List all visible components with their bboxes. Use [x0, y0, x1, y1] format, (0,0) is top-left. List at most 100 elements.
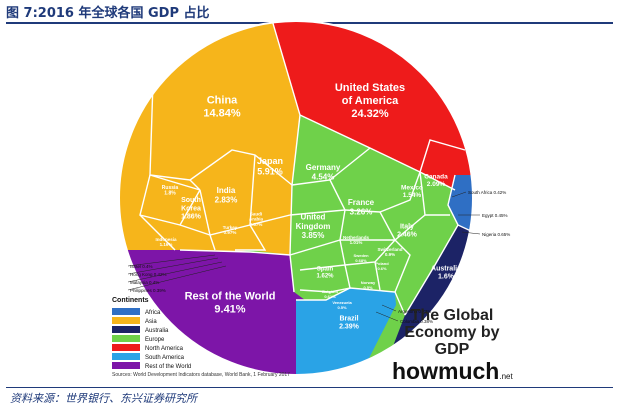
legend-label: Africa — [145, 310, 161, 316]
region-name-label: Saudi — [250, 211, 262, 216]
region-value-label: 1.86% — [181, 214, 202, 221]
region-name-label: Japan — [257, 156, 283, 166]
brand-tld: .net — [499, 372, 513, 381]
legend-swatch — [112, 362, 140, 369]
region-value-label: 3.26% — [350, 208, 373, 217]
legend-swatch — [112, 353, 140, 360]
region-italy: Italy 2.46% — [397, 223, 418, 238]
callout-label: Hong Kong 0.42% — [130, 272, 167, 277]
leader-line — [375, 311, 399, 322]
legend-label: Australia — [145, 328, 169, 334]
region-name-label: Australia — [431, 265, 461, 272]
region-value-label: 5.91% — [257, 166, 283, 176]
region-name-label: Arabia — [249, 217, 264, 222]
region-name-label: Netherlands — [343, 235, 370, 240]
region-name-label: United States — [335, 82, 405, 94]
region-value-label: 0.68% — [355, 258, 367, 263]
region-value-label: 0.9% — [385, 252, 395, 257]
region-name-label: India — [217, 186, 236, 195]
region-value-label: 24.32% — [351, 108, 389, 120]
region-value-label: 0.87% — [250, 222, 263, 227]
callout-egypt: Egypt 0.45% — [458, 213, 508, 218]
region-name-label: Germany — [306, 163, 341, 172]
africa-region — [448, 175, 473, 240]
region-name-label: Mexico — [401, 184, 423, 191]
legend-label: Europe — [145, 337, 165, 343]
region-value-label: 1.54% — [403, 192, 422, 199]
legend-item-south-america: South America — [112, 353, 185, 361]
region-australia: Australia 1.6% — [431, 265, 461, 280]
region-value-label: 1.8% — [164, 191, 176, 197]
region-value-label: 0.5% — [337, 305, 347, 310]
callout-malaysia: Malaysia 0.4% — [127, 261, 223, 285]
legend-swatch — [112, 308, 140, 315]
legend-item-australia: Australia — [112, 326, 169, 334]
callout-label: Nigeria 0.65% — [482, 232, 510, 237]
region-name-label: Turkey — [223, 225, 238, 230]
legend-item-europe: Europe — [112, 335, 165, 343]
brand-logo-text: howmuch — [392, 358, 500, 384]
legend-swatch — [112, 344, 140, 351]
region-name-label: China — [207, 94, 238, 106]
callout-hong-kong: Hong Kong 0.42% — [127, 257, 219, 277]
callout-label: Philippines 0.39% — [130, 288, 166, 293]
callout-label: Argentina 0.73% — [398, 309, 431, 314]
callout-colombia: Colombia 0.38% — [375, 311, 433, 324]
region-name-label: Italy — [400, 223, 414, 230]
legend-title: Continents — [112, 297, 149, 304]
howmuch-brand: The Global Economy by GDP howmuch.net — [392, 307, 513, 390]
brand-line-1: The Global — [410, 307, 494, 324]
region-name-label: Rest of the World — [185, 290, 276, 302]
asia-region — [119, 21, 300, 262]
bottom-rule — [6, 387, 613, 388]
brand-line-2: Economy by GDP — [404, 324, 500, 358]
continent-legend: Continents Africa Asia Australia Europe North… — [112, 297, 191, 370]
region-name-label: France — [348, 198, 375, 207]
legend-swatch — [112, 326, 140, 333]
region-name-label: Poland — [375, 261, 389, 266]
legend-label: Rest of the World — [145, 364, 191, 370]
region-name-label: of America — [342, 95, 399, 107]
leader-line — [127, 261, 223, 283]
region-name-label: Switzerland — [377, 247, 402, 252]
region-value-label: 0.5% — [363, 285, 373, 290]
legend-label: North America — [145, 346, 184, 352]
legend-label: Asia — [145, 319, 157, 325]
region-value-label: 3.85% — [302, 231, 325, 240]
region-name-label: Spain — [317, 267, 334, 273]
region-name-label: Sweden — [353, 253, 369, 258]
leader-line — [461, 231, 481, 235]
legend-label: South America — [145, 355, 185, 361]
callout-label: Malaysia 0.4% — [130, 280, 159, 285]
callout-label: South Africa 0.42% — [468, 190, 506, 195]
region-value-label: 14.84% — [203, 107, 241, 119]
region-name-label: Russia — [162, 185, 179, 191]
legend-swatch — [112, 317, 140, 324]
region-value-label: 1.01% — [350, 240, 363, 245]
brand-logo: howmuch.net — [392, 358, 513, 390]
region-value-label: 0.61% — [324, 294, 336, 299]
source-note: 资料来源：世界银行、东兴证券研究所 — [10, 392, 197, 405]
region-name-label: Korea — [181, 205, 201, 212]
region-value-label: 2.39% — [339, 324, 360, 331]
